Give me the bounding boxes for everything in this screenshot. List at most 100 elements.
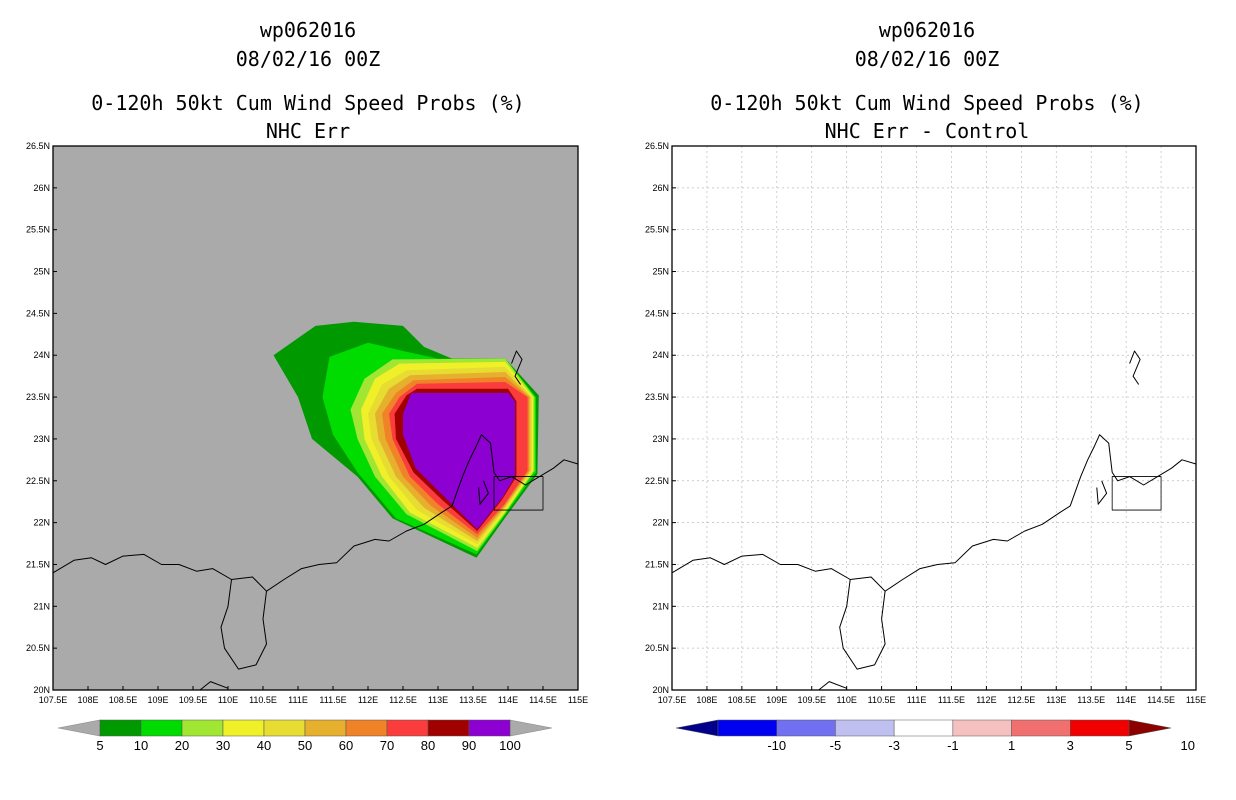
y-tick-label: 24.5N [26, 308, 50, 318]
y-tick-label: 25N [33, 267, 50, 277]
colorbar-swatch [181, 719, 224, 737]
colorbar-swatch [140, 719, 183, 737]
region-box [1111, 476, 1162, 511]
coastline-segment [839, 579, 886, 670]
title-line-2: 08/02/16 00Z [855, 47, 1000, 71]
y-tick-label: 25.5N [645, 225, 669, 235]
x-tick-label: 108.5E [109, 695, 138, 705]
x-tick-label: 112.5E [1007, 695, 1035, 705]
coastline-segment [511, 350, 523, 385]
title-line-4: NHC Err - Control [825, 119, 1030, 143]
colorbar-swatch [468, 719, 511, 737]
colorbar-label: 1 [1008, 738, 1015, 753]
colorbar-swatch [835, 719, 895, 737]
y-tick-label: 20N [652, 685, 669, 695]
x-tick-label: 109E [766, 695, 787, 705]
x-tick-label: 109.5E [179, 695, 208, 705]
x-tick-label: 111E [288, 695, 308, 705]
x-tick-label: 114E [1116, 695, 1136, 705]
title-line-3: 0-120h 50kt Cum Wind Speed Probs (%) [710, 91, 1143, 115]
axis-ticks: 107.5E 108E 108.5E 109E 109.5E 110E 110.5E 111E… [645, 141, 1206, 705]
x-tick-label: 112E [976, 695, 996, 705]
colorbar-label: 10 [1180, 738, 1194, 753]
coastline-segment [1129, 350, 1141, 385]
y-tick-label: 24N [652, 350, 669, 360]
colorbar-high-triangle [1128, 719, 1172, 737]
right-panel: wp062016 08/02/16 00Z 0-120h 50kt Cum Wind… [645, 18, 1206, 753]
colorbar-label: 40 [257, 738, 271, 753]
x-tick-label: 108.5E [728, 695, 757, 705]
colorbar-label: 50 [298, 738, 312, 753]
colorbar-label: 5 [96, 738, 103, 753]
colorbar-low-triangle [57, 719, 101, 737]
y-tick-label: 26N [33, 183, 50, 193]
left-panel: wp062016 08/02/16 00Z 0-120h 50kt Cum Wind… [26, 18, 588, 753]
plot-frame [671, 145, 1197, 691]
colorbar-label: 10 [134, 738, 148, 753]
colorbar-swatch [1011, 719, 1071, 737]
x-tick-label: 115E [1186, 695, 1206, 705]
title-line-1: wp062016 [260, 18, 356, 42]
x-tick-label: 108E [696, 695, 717, 705]
x-tick-label: 114.5E [1147, 695, 1175, 705]
y-tick-label: 24N [33, 350, 50, 360]
y-tick-label: 26N [652, 183, 669, 193]
colorbar-label: 20 [175, 738, 189, 753]
colorbar-swatch [263, 719, 306, 737]
x-tick-label: 113E [1046, 695, 1066, 705]
colorbar-swatch [222, 719, 265, 737]
colorbar-label: -10 [767, 738, 786, 753]
colorbar-label: 5 [1125, 738, 1132, 753]
x-tick-label: 113.5E [1077, 695, 1105, 705]
y-tick-label: 22N [33, 518, 50, 528]
coastline [671, 350, 1197, 691]
coastline-segment [671, 434, 1197, 592]
x-tick-label: 113E [428, 695, 448, 705]
y-tick-label: 26.5N [645, 141, 669, 151]
plot-background [672, 146, 1196, 690]
x-tick-label: 115E [568, 695, 588, 705]
y-tick-label: 21.5N [645, 559, 669, 569]
title-line-2: 08/02/16 00Z [236, 47, 381, 71]
colorbar-swatch [427, 719, 470, 737]
colorbar-low-triangle [675, 719, 719, 737]
colorbar-label: 80 [421, 738, 435, 753]
x-tick-label: 108E [77, 695, 98, 705]
x-tick-label: 107.5E [39, 695, 68, 705]
colorbar-swatch [776, 719, 836, 737]
colorbar-high-triangle [509, 719, 553, 737]
colorbar-swatch [1070, 719, 1130, 737]
title-line-3: 0-120h 50kt Cum Wind Speed Probs (%) [91, 91, 524, 115]
colorbar-swatch [345, 719, 388, 737]
x-tick-label: 112E [358, 695, 378, 705]
y-tick-label: 23.5N [26, 392, 50, 402]
y-tick-label: 22.5N [645, 476, 669, 486]
coastline-segment [52, 434, 579, 592]
x-tick-label: 110.5E [868, 695, 896, 705]
y-tick-label: 22N [652, 518, 669, 528]
y-tick-label: 23.5N [645, 392, 669, 402]
colorbar-label: -1 [947, 738, 959, 753]
y-tick-label: 25N [652, 267, 669, 277]
y-tick-label: 22.5N [26, 476, 50, 486]
y-tick-label: 23N [33, 434, 50, 444]
colorbar: -10 -5 -3 -1 1 3 5 10 [675, 719, 1195, 753]
colorbar-label: -5 [830, 738, 842, 753]
grid [672, 146, 1196, 690]
colorbar-swatch [386, 719, 429, 737]
coastline-segment [478, 480, 489, 505]
x-tick-label: 114E [498, 695, 518, 705]
colorbar-swatch [893, 719, 954, 737]
colorbar-label: 90 [462, 738, 476, 753]
y-tick-label: 21N [33, 601, 50, 611]
colorbar-label: 70 [380, 738, 394, 753]
colorbar-label: -3 [888, 738, 900, 753]
plot-frame [52, 145, 579, 691]
colorbar-swatch [717, 719, 777, 737]
colorbar-swatch [99, 719, 142, 737]
x-tick-label: 110E [836, 695, 856, 705]
coastline-segment [1096, 480, 1108, 505]
x-tick-label: 109E [147, 695, 168, 705]
x-tick-label: 111.5E [938, 695, 965, 705]
